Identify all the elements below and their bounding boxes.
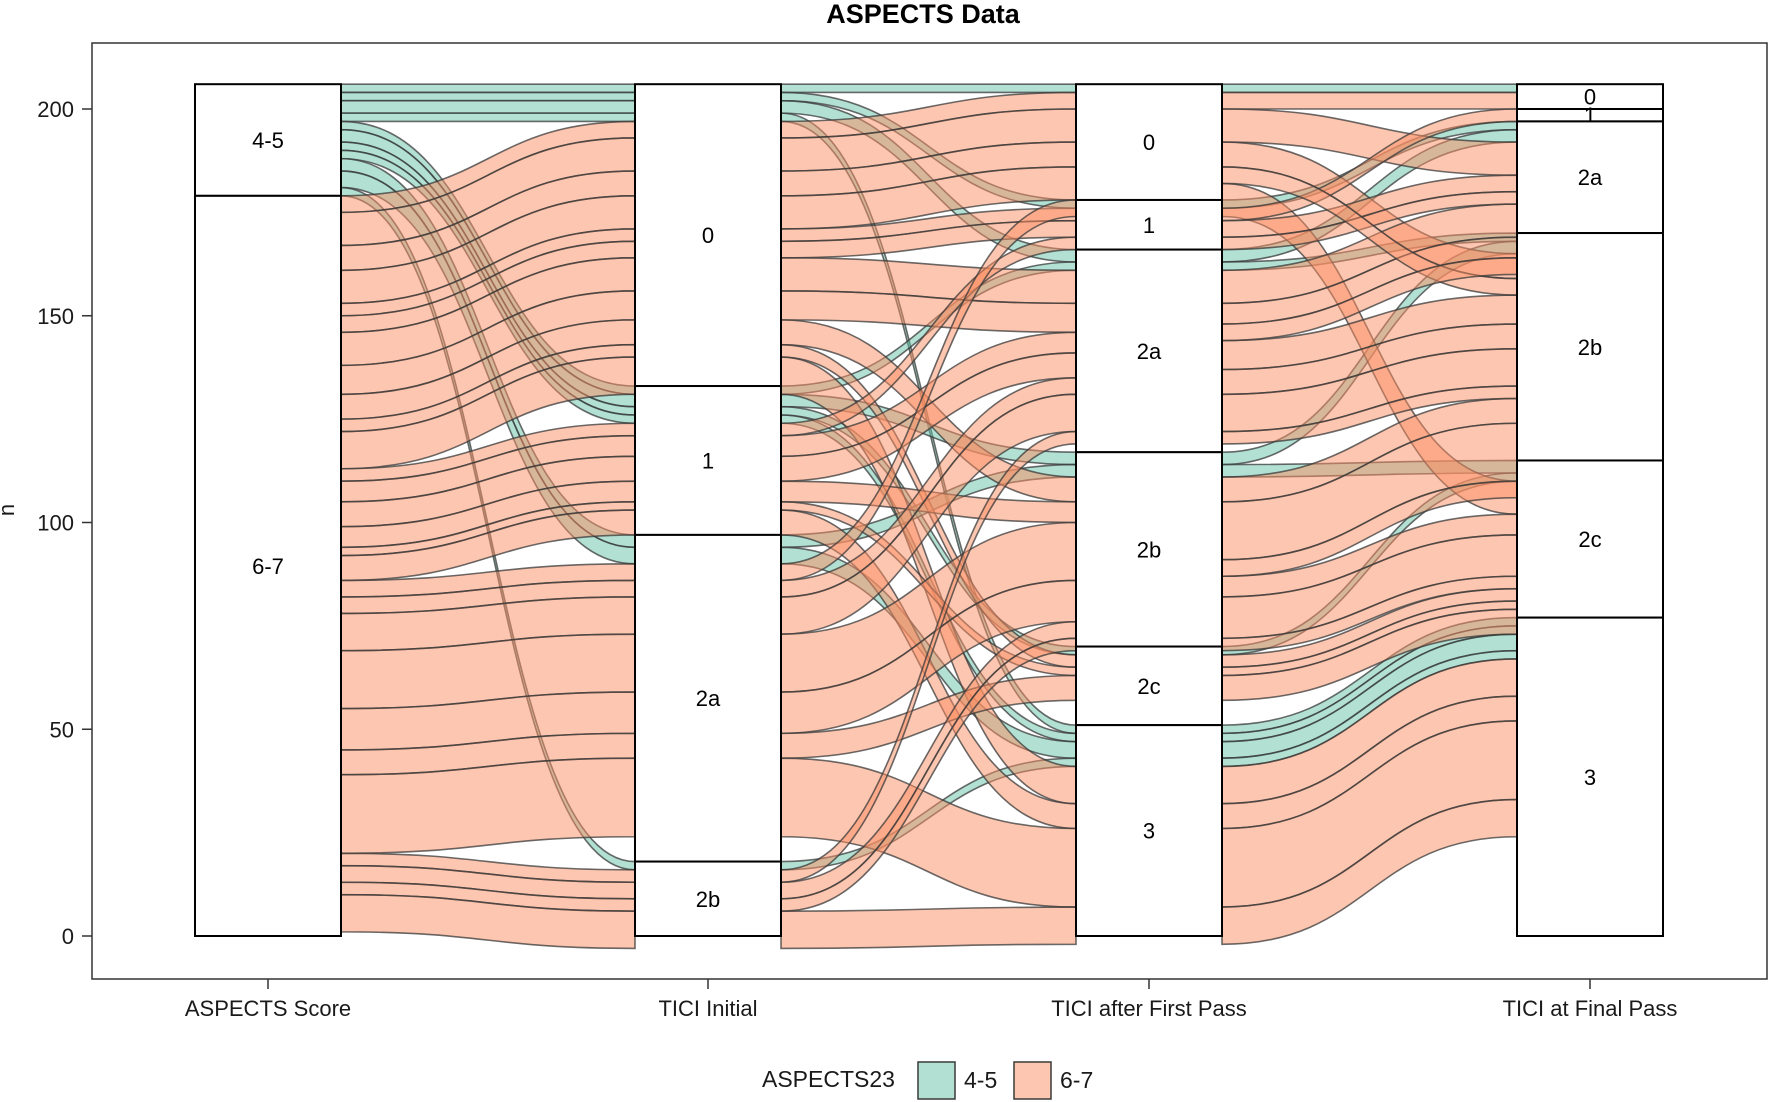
flow-band	[340, 893, 636, 950]
stratum-label: 1	[702, 448, 714, 473]
stratum-label: 3	[1584, 765, 1596, 790]
stratum-label: 2a	[1137, 339, 1162, 364]
flow-band	[780, 906, 1077, 950]
x-axis-label: TICI Initial	[658, 996, 757, 1021]
flow-band	[340, 91, 636, 102]
x-axis-label: ASPECTS Score	[185, 996, 351, 1021]
chart-title: ASPECTS Data	[826, 0, 1021, 29]
y-tick-label: 0	[62, 924, 74, 949]
flow-band	[340, 99, 636, 114]
stratum-label: 2a	[1578, 165, 1603, 190]
flow-band	[1221, 83, 1518, 94]
stratum-label: 0	[702, 223, 714, 248]
x-axis-label: TICI at Final Pass	[1503, 996, 1678, 1021]
flow-band	[780, 83, 1077, 94]
y-tick-label: 50	[50, 717, 74, 742]
stratum-label: 3	[1143, 819, 1155, 844]
y-tick-label: 150	[37, 304, 74, 329]
y-axis-title: n	[0, 504, 19, 516]
x-axis: ASPECTS Score TICI Initial TICI after Firs…	[185, 979, 1678, 1021]
stratum-label: 4-5	[252, 128, 284, 153]
stratum-box	[1075, 198, 1223, 251]
stratum-label: 2b	[1578, 335, 1602, 360]
stratum-label: 1	[1143, 213, 1155, 238]
plot-panel-border	[91, 42, 1768, 980]
legend: ASPECTS23 4-5 6-7	[762, 1061, 1093, 1100]
stratum-box	[1075, 451, 1223, 648]
legend-swatch	[917, 1061, 956, 1100]
x-axis-label: TICI after First Pass	[1051, 996, 1247, 1021]
stratum-box	[1516, 459, 1664, 619]
stratum-label: 2a	[696, 686, 721, 711]
y-tick-label: 200	[37, 97, 74, 122]
stratum-box	[1516, 232, 1664, 462]
flow-layer	[340, 83, 1518, 950]
stratum-box	[634, 533, 782, 863]
stratum-label: 2b	[696, 887, 720, 912]
stratum-box	[1075, 83, 1223, 201]
stratum-box	[1516, 616, 1664, 937]
stratum-box	[634, 860, 782, 938]
stratum-box	[1075, 645, 1223, 727]
legend-swatch	[1013, 1061, 1052, 1100]
legend-title: ASPECTS23	[762, 1066, 895, 1092]
stratum-label: 2b	[1137, 537, 1161, 562]
y-axis: 0 50 100 150 200	[37, 97, 92, 949]
stratum-label: 0	[1143, 130, 1155, 155]
stratum-box	[634, 83, 782, 388]
stratum-label: 2c	[1137, 674, 1160, 699]
stratum-label: 0	[1584, 85, 1596, 110]
stratum-box	[194, 194, 342, 937]
stratum-label: 6-7	[252, 554, 284, 579]
flow-band	[340, 112, 636, 123]
flow-band	[1221, 91, 1518, 110]
stratum-box	[634, 385, 782, 536]
legend-label: 6-7	[1060, 1067, 1093, 1093]
stratum-box	[1075, 724, 1223, 937]
flow-band	[340, 83, 636, 94]
stratum-box	[1075, 248, 1223, 454]
y-tick-label: 100	[37, 511, 74, 536]
stratum-label: 2c	[1578, 527, 1601, 552]
legend-label: 4-5	[964, 1067, 997, 1093]
